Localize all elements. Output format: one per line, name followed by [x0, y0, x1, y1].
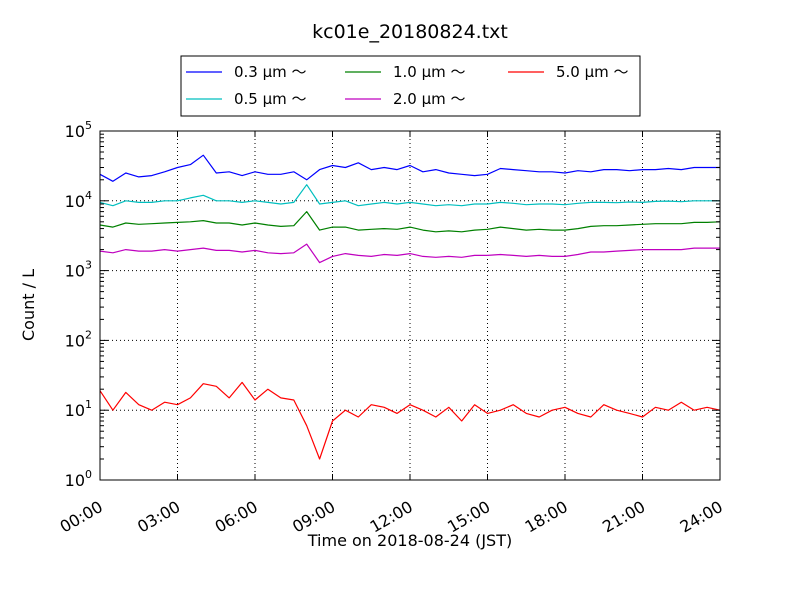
legend-label: 5.0 μm ～: [556, 63, 629, 81]
y-tick-label: 102: [65, 328, 92, 350]
legend-label: 0.5 μm ～: [234, 90, 307, 108]
y-tick-exponent: 0: [85, 468, 92, 481]
series-line-2: [99, 211, 721, 233]
legend: 0.3 μm ～ 0.5 μm ～ 1.0 μm ～ 2.0 μm ～ 5.0 μm ～: [180, 55, 641, 117]
chart-title: kc01e_20180824.txt: [312, 21, 508, 43]
y-tick-label: 100: [65, 468, 92, 490]
series-line-1: [99, 184, 720, 207]
y-tick-label: 105: [65, 119, 92, 141]
y-tick-label: 104: [65, 189, 92, 211]
grid-layer: [100, 131, 720, 480]
x-axis-title: Time on 2018-08-24 (JST): [307, 531, 512, 550]
y-tick-label: 103: [65, 259, 92, 281]
x-tick-label: 18:00: [522, 497, 571, 537]
series-line-4: [99, 381, 721, 460]
legend-label: 2.0 μm ～: [393, 90, 466, 108]
x-tick-label: 24:00: [677, 497, 726, 537]
series-line-0: [99, 154, 720, 182]
x-axis: 00:00 03:00 06:00 09:00 12:00 15:00 18:00 21:00…: [57, 131, 726, 537]
legend-box: [180, 55, 641, 117]
series-line-3: [99, 243, 720, 264]
x-tick-label: 03:00: [134, 497, 183, 537]
y-tick-label: 101: [65, 398, 92, 420]
legend-label: 0.3 μm ～: [234, 63, 307, 81]
y-axis-title: Count / L: [19, 269, 38, 341]
y-tick-exponent: 2: [85, 328, 92, 341]
x-tick-label: 06:00: [212, 497, 261, 537]
y-tick-exponent: 5: [85, 119, 92, 132]
series-layer: [99, 154, 721, 460]
y-tick-exponent: 1: [85, 398, 92, 411]
x-tick-label: 00:00: [57, 497, 106, 537]
y-tick-exponent: 3: [85, 259, 92, 272]
x-tick-label: 21:00: [599, 497, 648, 537]
legend-label: 1.0 μm ～: [393, 63, 466, 81]
y-tick-exponent: 4: [85, 189, 92, 202]
